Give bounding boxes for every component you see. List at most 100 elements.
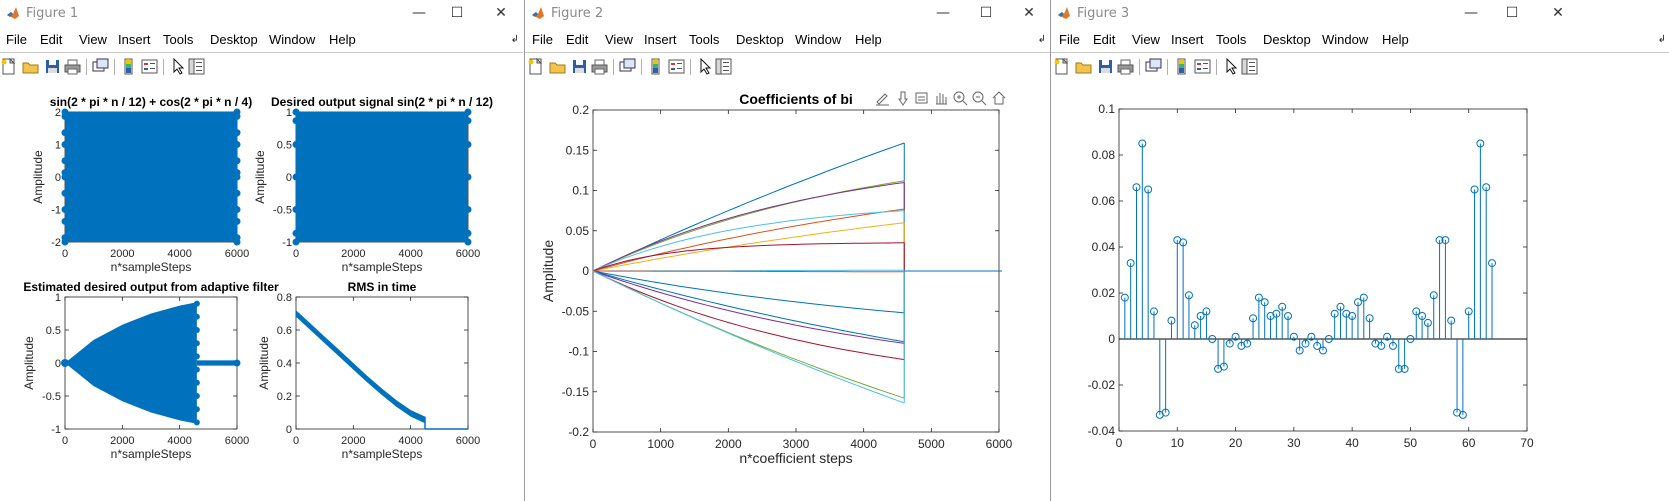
link-plot-icon[interactable] (619, 58, 636, 75)
minimize-button[interactable]: — (1464, 5, 1478, 21)
axes-box (64, 296, 238, 430)
export-icon[interactable] (876, 93, 889, 106)
x-tick-label: 20 (1229, 436, 1243, 450)
stem-marker (1353, 298, 1362, 307)
menu-edit[interactable]: Edit (40, 32, 63, 47)
menu-overflow-icon[interactable]: ↲ (1657, 34, 1666, 45)
stem-marker (1249, 314, 1258, 323)
data-point (61, 359, 69, 367)
menu-insert[interactable]: Insert (644, 32, 677, 47)
maximize-button[interactable]: ☐ (1505, 5, 1519, 21)
colorbar-icon[interactable] (120, 58, 137, 75)
data-point (61, 129, 69, 137)
data-point (464, 117, 472, 125)
pointer-icon[interactable] (170, 58, 187, 75)
menu-insert[interactable]: Insert (1171, 32, 1204, 47)
menu-desktop[interactable]: Desktop (736, 32, 784, 47)
stem-marker (1435, 236, 1444, 245)
menu-tools[interactable]: Tools (689, 32, 720, 47)
new-figure-icon[interactable] (527, 58, 544, 75)
matlab-logo-icon (532, 7, 544, 19)
menu-tools[interactable]: Tools (1216, 32, 1247, 47)
data-point (61, 108, 69, 116)
menu-overflow-icon[interactable]: ↲ (1037, 34, 1046, 45)
title-bar: Figure 1 — ☐ ✕ (0, 0, 523, 26)
maximize-button[interactable]: ☐ (450, 5, 464, 21)
tail-fill (196, 360, 237, 366)
x-tick-label: 0 (293, 248, 299, 260)
brush-icon[interactable] (898, 91, 908, 106)
property-inspector-icon[interactable] (715, 58, 732, 75)
zoom-out-icon[interactable] (972, 91, 987, 106)
colorbar-icon[interactable] (647, 58, 664, 75)
link-plot-icon[interactable] (92, 58, 109, 75)
y-tick-label: 0.2 (277, 391, 292, 403)
axes-box (295, 111, 469, 243)
coefficient-line (593, 270, 905, 273)
menu-tools[interactable]: Tools (163, 32, 194, 47)
y-tick-label: 0 (1108, 332, 1115, 346)
maximize-button[interactable]: ☐ (979, 5, 993, 21)
new-figure-icon[interactable] (1053, 58, 1070, 75)
menu-help[interactable]: Help (329, 32, 356, 47)
scatter-series (292, 108, 472, 246)
coefficient-line (592, 270, 905, 344)
pointer-icon[interactable] (1223, 58, 1240, 75)
menu-help[interactable]: Help (1382, 32, 1409, 47)
data-point (292, 229, 300, 237)
pointer-icon[interactable] (697, 58, 714, 75)
save-icon[interactable] (571, 58, 588, 75)
menu-insert[interactable]: Insert (118, 32, 151, 47)
menu-edit[interactable]: Edit (566, 32, 589, 47)
close-button[interactable]: ✕ (1023, 5, 1035, 21)
menu-view[interactable]: View (1132, 32, 1160, 47)
property-inspector-icon[interactable] (188, 58, 205, 75)
menu-view[interactable]: View (79, 32, 107, 47)
open-file-icon[interactable] (549, 58, 566, 75)
print-icon[interactable] (591, 58, 608, 75)
close-button[interactable]: ✕ (1552, 5, 1564, 21)
print-icon[interactable] (64, 58, 81, 75)
stem-marker (1202, 307, 1211, 316)
figure-2-window: Figure 2 — ☐ ✕ File Edit View Insert Tools De… (524, 0, 1050, 501)
save-icon[interactable] (1097, 58, 1114, 75)
minimize-button[interactable]: — (412, 5, 426, 21)
link-plot-icon[interactable] (1145, 58, 1162, 75)
menu-help[interactable]: Help (855, 32, 882, 47)
property-inspector-icon[interactable] (1241, 58, 1258, 75)
stem-marker (1179, 238, 1188, 247)
menu-file[interactable]: File (532, 32, 553, 47)
legend-icon[interactable] (668, 58, 685, 75)
coefficient-line (592, 142, 905, 272)
datatip-icon[interactable] (915, 92, 928, 104)
home-icon[interactable] (992, 91, 1006, 105)
data-point (193, 327, 200, 333)
menu-view[interactable]: View (605, 32, 633, 47)
minimize-button[interactable]: — (936, 5, 950, 21)
menu-overflow-icon[interactable]: ↲ (510, 34, 519, 45)
menu-divider (1051, 52, 1669, 53)
menu-edit[interactable]: Edit (1093, 32, 1116, 47)
open-file-icon[interactable] (1075, 58, 1092, 75)
stem-marker (1324, 335, 1333, 343)
y-tick-label: 0 (55, 172, 61, 184)
menu-file[interactable]: File (1059, 32, 1080, 47)
close-button[interactable]: ✕ (495, 5, 507, 21)
zoom-in-icon[interactable] (953, 91, 968, 106)
menu-desktop[interactable]: Desktop (210, 32, 258, 47)
data-point (233, 359, 241, 367)
pan-icon[interactable] (936, 93, 947, 105)
menu-window[interactable]: Window (795, 32, 842, 47)
print-icon[interactable] (1117, 58, 1134, 75)
open-file-icon[interactable] (22, 58, 39, 75)
new-figure-icon[interactable] (0, 58, 17, 75)
colorbar-icon[interactable] (1173, 58, 1190, 75)
save-icon[interactable] (44, 58, 61, 75)
legend-icon[interactable] (141, 58, 158, 75)
menu-file[interactable]: File (6, 32, 27, 47)
y-tick-label: 0.04 (1092, 240, 1116, 254)
menu-desktop[interactable]: Desktop (1263, 32, 1311, 47)
menu-window[interactable]: Window (1322, 32, 1369, 47)
legend-icon[interactable] (1194, 58, 1211, 75)
menu-window[interactable]: Window (269, 32, 316, 47)
